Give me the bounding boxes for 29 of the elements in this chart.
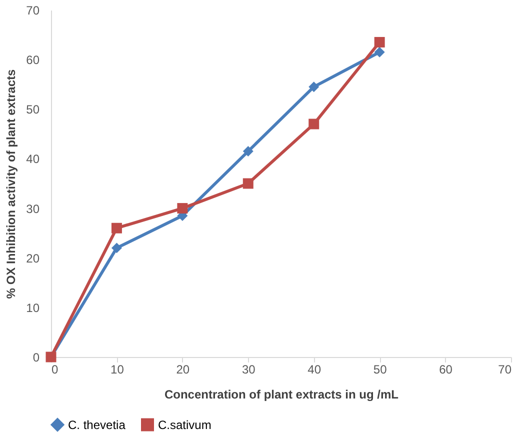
x-tick-label: 70: [498, 362, 512, 376]
point: [308, 118, 320, 130]
y-tick-label: 70: [26, 4, 40, 18]
point: [242, 178, 254, 189]
y-axis-title: % OX Inhibition activity of plant extracts: [4, 68, 18, 299]
y-tick-label: 50: [26, 102, 40, 117]
x-axis-title: Concentration of plant extracts in ug /mL: [164, 388, 399, 402]
y-tick-label: 10: [26, 300, 40, 315]
x-tick-label: 10: [110, 362, 124, 376]
x-tick-label: 40: [308, 362, 322, 376]
x-tick-label: 30: [242, 362, 256, 376]
point: [111, 242, 122, 254]
y-tick-label: 20: [26, 251, 40, 266]
x-tick-label: 60: [439, 362, 453, 376]
legend-label: C. thevetia: [68, 418, 126, 432]
y-tick-label: 30: [26, 202, 40, 216]
point: [308, 82, 320, 92]
legend-label: C.sativum: [158, 418, 212, 432]
x-tick-label: 20: [176, 362, 190, 376]
y-tick-label: 0: [32, 350, 40, 364]
y-tick-label: 60: [26, 53, 40, 68]
point: [374, 46, 385, 58]
x-tick-label: 0: [52, 362, 58, 376]
point: [177, 203, 188, 214]
y-tick-label: 40: [26, 152, 40, 166]
point: [242, 146, 254, 157]
point: [374, 36, 385, 48]
x-tick-label: 50: [373, 362, 388, 376]
point: [111, 222, 122, 234]
